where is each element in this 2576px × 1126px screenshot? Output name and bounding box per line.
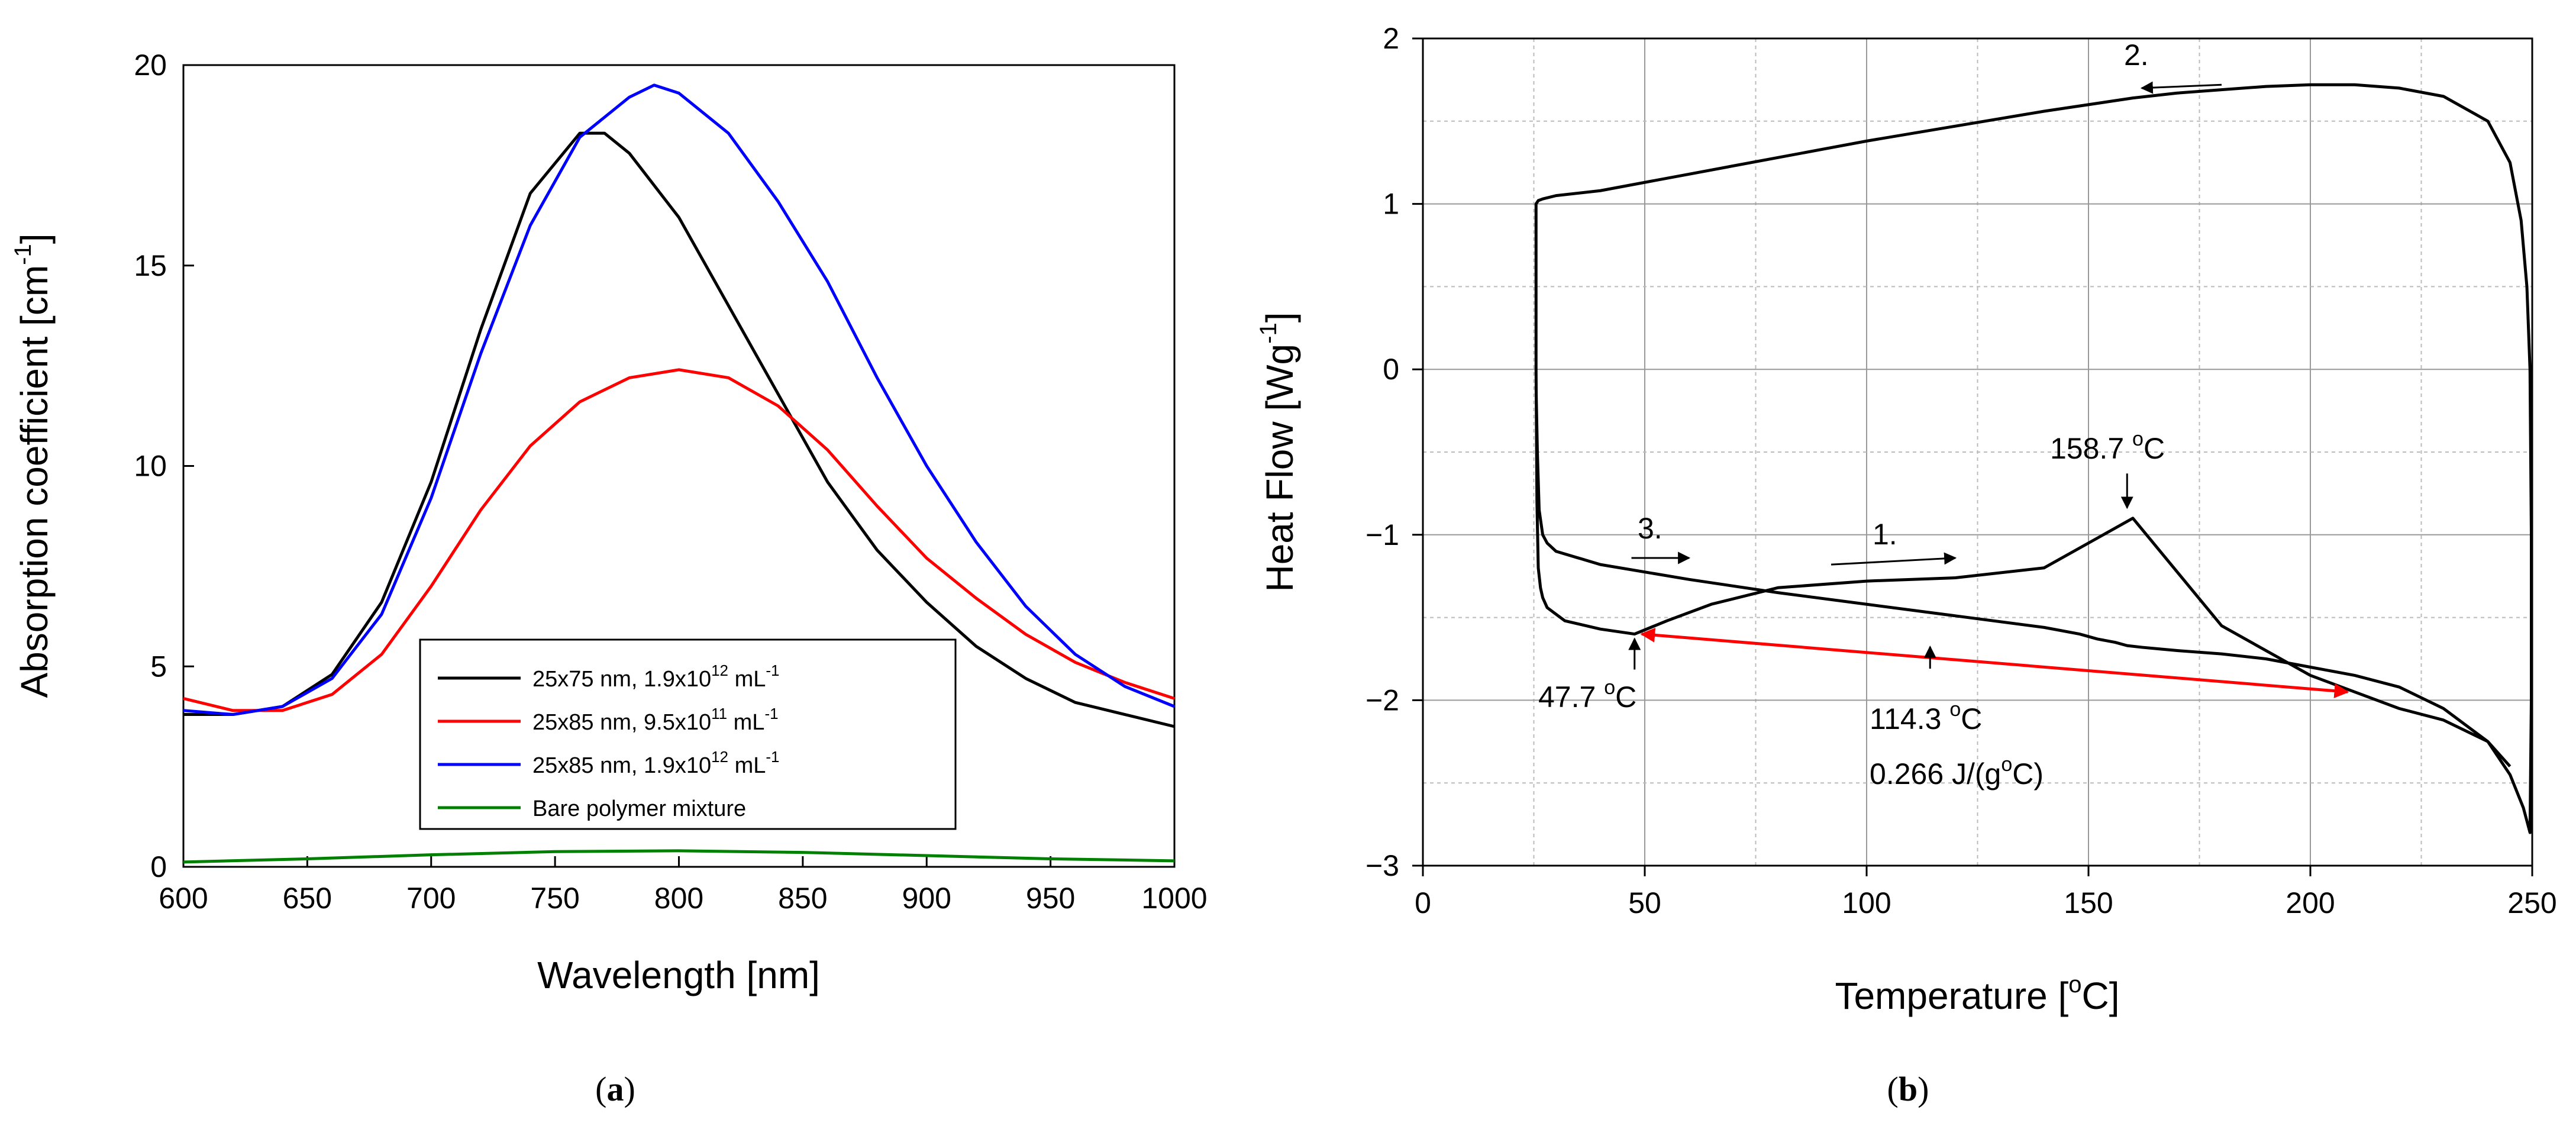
- panel-a-y-tick-label: 10: [134, 450, 167, 483]
- panel-b-dsc-trace: [1534, 83, 2533, 834]
- panel-a-x-tick-label: 700: [406, 882, 456, 915]
- panel-b-series: [1534, 83, 2533, 834]
- step-direction-arrow-1: [2140, 81, 2222, 94]
- panel-a-x-tick-label: 950: [1026, 882, 1075, 915]
- annotation-dip-temperature: 47.7 oC: [1538, 676, 1636, 714]
- step-direction-arrow-3: [1831, 552, 1957, 566]
- panel-a-x-tick-label: 800: [654, 882, 703, 915]
- panel-a-series-line-1: [183, 368, 1175, 712]
- panel-b-caption: (b): [1887, 1070, 1929, 1108]
- panel-a-ticks: 600 650 700 750 800 850 900 950 1000 0 5 10 15 20: [134, 49, 1207, 915]
- panel-a-x-tick-label: 1000: [1141, 882, 1207, 915]
- panel-b-x-tick-label: 200: [2286, 886, 2335, 919]
- panel-a-x-axis-title: Wavelength [nm]: [537, 954, 820, 996]
- panel-a-legend: 25x75 nm, 1.9x1012 mL-1 25x85 nm, 9.5x10…: [419, 638, 957, 830]
- panel-a-x-tick-label: 650: [283, 882, 332, 915]
- panel-a-series: [183, 83, 1175, 864]
- panel-a-series-line-0: [183, 131, 1175, 728]
- delta-span-arrow: [1640, 627, 2349, 699]
- panel-a-y-tick-label: 5: [150, 650, 167, 683]
- panel-b-y-tick-label: −1: [1366, 518, 1399, 551]
- panel-b-y-tick-label: 1: [1383, 188, 1399, 221]
- panel-a-series-line-3: [183, 849, 1175, 864]
- panel-b-x-tick-label: 50: [1628, 886, 1661, 919]
- legend-label-25x85-9.5e11: 25x85 nm, 9.5x1011 mL-1: [532, 705, 779, 735]
- panel-b-x-tick-label: 250: [2507, 886, 2556, 919]
- panel-a-x-tick-label: 750: [530, 882, 579, 915]
- legend-label-bare-polymer: Bare polymer mixture: [532, 796, 746, 821]
- panel-b-x-tick-label: 0: [1415, 886, 1431, 919]
- panel-b-y-tick-label: 0: [1383, 353, 1399, 386]
- panel-b-ticks: 0 50 100 150 200 250 −3 −2 −1 0 1 2: [1366, 22, 2557, 919]
- panel-a-caption: (a): [595, 1070, 635, 1108]
- panel-a-y-axis-title: Absorption coefficient [cm-1]: [10, 234, 56, 698]
- panel-b-y-axis-title: Heat Flow [Wg-1]: [1255, 312, 1301, 592]
- annotation-delta-temperature: 114.3 oC: [1870, 698, 1982, 735]
- panel-a-x-tick-label: 600: [159, 882, 208, 915]
- panel-a-series-line-2: [183, 83, 1175, 717]
- panel-b-plot-frame: [1422, 37, 2533, 867]
- panel-b-x-axis-title: Temperature [oC]: [1835, 972, 2119, 1017]
- panel-a-y-tick-label: 15: [134, 249, 167, 282]
- panel-b-x-tick-label: 100: [1842, 886, 1891, 919]
- panel-a-y-tick-label: 20: [134, 49, 167, 82]
- annotation-step-2: 2.: [2124, 38, 2149, 72]
- panel-b-x-tick-label: 150: [2064, 886, 2113, 919]
- legend-box: [419, 638, 957, 830]
- panel-a-x-tick-label: 900: [902, 882, 951, 915]
- panel-b-annotations: [1628, 81, 2349, 699]
- annotation-step-3: 3.: [1638, 512, 1663, 545]
- panel-b-y-tick-label: −2: [1366, 683, 1399, 717]
- panel-b-grid: [1423, 38, 2532, 866]
- panel-b-y-tick-label: 2: [1383, 22, 1399, 55]
- legend-label-25x85-1.9e12: 25x85 nm, 1.9x1012 mL-1: [532, 748, 780, 778]
- annotation-step-1: 1.: [1873, 518, 1897, 551]
- panel-a-x-tick-label: 850: [778, 882, 827, 915]
- panel-b-dsc-chart: 0 50 100 150 200 250 −3 −2 −1 0 1 2 Temperature [oC…: [1255, 22, 2557, 1108]
- panel-a-absorption-chart: 600 650 700 750 800 850 900 950 1000 0 5 10 15 20 Wav…: [10, 49, 1208, 1108]
- panel-b-y-tick-label: −3: [1366, 849, 1399, 882]
- panel-a-y-tick-label: 0: [150, 850, 167, 883]
- annotation-peak-temperature: 158.7 oC: [2050, 428, 2165, 465]
- annotation-heat-capacity: 0.266 J/(goC): [1870, 753, 2044, 791]
- legend-label-25x75-1.9e12: 25x75 nm, 1.9x1012 mL-1: [532, 662, 780, 692]
